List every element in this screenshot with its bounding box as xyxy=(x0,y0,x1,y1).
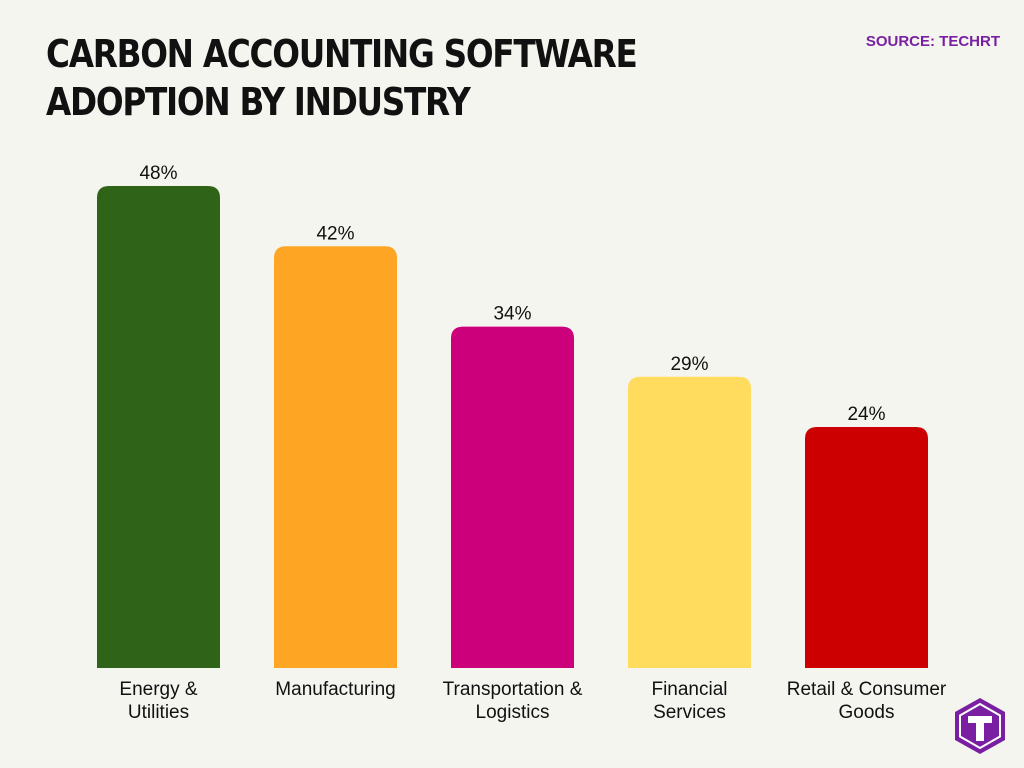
chart-title: CARBON ACCOUNTING SOFTWARE ADOPTION BY I… xyxy=(46,32,638,124)
value-label-3: 29% xyxy=(670,354,708,375)
bar-2 xyxy=(451,326,574,668)
value-label-0: 48% xyxy=(139,163,177,184)
category-label-line: Retail & Consumer xyxy=(787,679,947,700)
category-label-line: Transportation & xyxy=(443,679,583,700)
category-label-line: Energy & xyxy=(119,679,197,700)
category-label-line: Services xyxy=(653,702,726,723)
bar-4 xyxy=(805,427,928,668)
bar-0 xyxy=(97,186,220,668)
value-label-4: 24% xyxy=(847,404,885,425)
category-label-0: Energy & Utilities xyxy=(119,679,197,723)
bar-3 xyxy=(628,376,751,668)
value-label-1: 42% xyxy=(316,223,354,244)
value-label-2: 34% xyxy=(493,304,531,325)
techrt-t-logo-icon xyxy=(955,698,1005,754)
bar-1 xyxy=(274,246,397,668)
category-label-line: Financial xyxy=(651,679,727,700)
category-label-4: Retail & Consumer Goods xyxy=(787,679,947,723)
category-label-line: Logistics xyxy=(476,702,550,723)
source-label: SOURCE: TECHRT xyxy=(865,33,1000,50)
category-label-2: Transportation & Logistics xyxy=(443,679,583,723)
category-label-line: Goods xyxy=(839,702,895,723)
category-label-1: Manufacturing xyxy=(275,679,395,700)
category-label-3: Financial Services xyxy=(651,679,727,723)
category-label-line: Manufacturing xyxy=(275,679,395,700)
category-label-line: Utilities xyxy=(128,702,189,723)
